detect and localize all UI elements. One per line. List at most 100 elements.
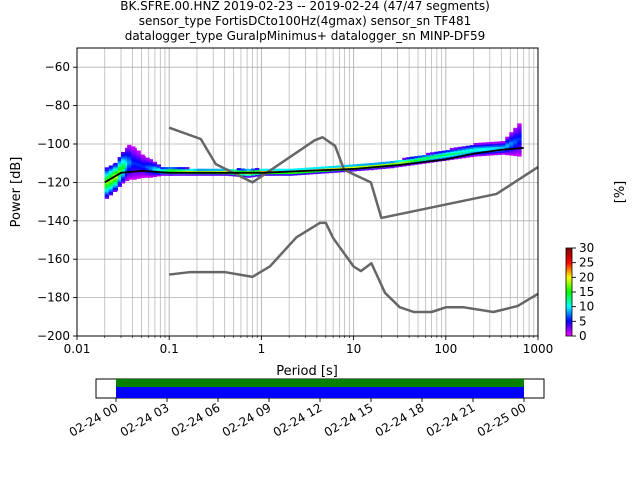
psd-histogram-cell [127, 151, 132, 154]
psd-histogram-cell [160, 168, 165, 171]
psd-histogram-cell [104, 177, 110, 180]
psd-histogram-cell [117, 179, 122, 183]
psd-histogram-cell [493, 146, 498, 149]
psd-histogram-cell [505, 143, 510, 146]
psd-histogram-cell [517, 133, 522, 136]
psd-histogram-cell [132, 162, 137, 165]
psd-histogram-cell [127, 162, 132, 165]
psd-histogram-cell [117, 165, 122, 168]
psd-histogram-cell [132, 154, 137, 157]
psd-histogram-cell [108, 180, 114, 183]
psd-histogram-cell [244, 175, 250, 178]
psd-histogram-cell [473, 146, 478, 149]
psd-histogram-cell [124, 160, 130, 164]
psd-histogram-cell [124, 165, 130, 168]
psd-histogram-cell [173, 170, 178, 173]
psd-histogram-cell [141, 160, 146, 164]
psd-histogram-cell [148, 167, 154, 170]
psd-histogram-cell [113, 171, 118, 174]
psd-histogram-cell [369, 162, 375, 166]
psd-histogram-cell [434, 151, 439, 154]
psd-histogram-cell [457, 146, 463, 150]
psd-histogram-cell [422, 156, 427, 159]
psd-histogram-cell [136, 152, 141, 155]
psd-histogram-cell [301, 167, 306, 171]
psd-histogram-cell [117, 174, 122, 178]
time-tick-label: 02-25 00 [475, 400, 529, 439]
psd-histogram-cell [117, 170, 122, 173]
psd-histogram-cell [422, 155, 427, 158]
colorbar-tick-label: 25 [579, 256, 594, 270]
psd-histogram-cell [120, 173, 126, 176]
psd-histogram-cell [120, 161, 126, 164]
psd-histogram-cell [489, 153, 494, 156]
psd-histogram-cell [236, 169, 242, 172]
y-axis-label: Power [dB] [9, 157, 24, 228]
psd-histogram-cell [169, 170, 174, 173]
psd-histogram-cell [104, 196, 110, 199]
psd-histogram-cell [148, 162, 154, 165]
psd-histogram-cell [336, 170, 342, 173]
psd-histogram-cell [469, 146, 475, 149]
psd-histogram-cell [509, 132, 514, 135]
psd-histogram-cell [457, 151, 463, 154]
psd-histogram-cell [332, 167, 338, 170]
psd-histogram-cell [461, 151, 467, 154]
psd-histogram-cell [240, 170, 246, 173]
psd-histogram-cell [517, 138, 522, 141]
psd-histogram-cell [124, 172, 130, 175]
psd-histogram-cell [132, 175, 137, 179]
psd-histogram-cell [517, 129, 522, 133]
psd-histogram-cell [426, 152, 431, 156]
psd-histogram-cell [517, 149, 522, 152]
psd-histogram-cell [120, 176, 126, 179]
psd-histogram-cell [385, 161, 391, 164]
psd-histogram-cell [104, 181, 110, 185]
psd-histogram-cell [113, 166, 118, 169]
psd-histogram-cell [453, 150, 459, 153]
psd-histogram-cell [132, 152, 137, 156]
psd-histogram-cell [453, 157, 459, 160]
psd-histogram-cell [148, 165, 154, 168]
time-tick-label: 02-24 21 [424, 400, 478, 439]
psd-histogram-cell [244, 173, 250, 176]
psd-histogram-cell [485, 145, 490, 148]
psd-histogram-cell [513, 150, 518, 153]
psd-histogram-cell [156, 167, 162, 170]
psd-histogram-cell [117, 176, 122, 179]
psd-histogram-cell [251, 175, 256, 178]
noise-model-low [169, 221, 539, 314]
x-tick-label: 1 [258, 342, 266, 356]
psd-histogram-cell [104, 193, 110, 196]
psd-histogram-cell [360, 163, 365, 166]
psd-histogram-cell [377, 163, 383, 167]
psd-histogram-cell [127, 156, 132, 159]
psd-histogram-cell [108, 183, 114, 186]
psd-histogram-cell [127, 159, 132, 162]
psd-histogram-cell [373, 162, 379, 165]
psd-histogram-cell [177, 167, 182, 170]
psd-histogram-cell [493, 144, 498, 148]
psd-histogram-cell [509, 138, 514, 141]
psd-histogram-cell [152, 168, 158, 171]
psd-histogram-cell [124, 151, 130, 154]
psd-histogram-cell [501, 152, 506, 155]
psd-histogram-cell [320, 166, 326, 169]
psd-histogram-cell [390, 162, 395, 165]
psd-histogram-cell [385, 163, 391, 166]
psd-histogram-cell [301, 172, 306, 175]
psd-histogram-cell [173, 168, 178, 171]
psd-histogram-cell [136, 171, 141, 174]
psd-histogram-cell [140, 154, 145, 157]
title-line-3: datalogger_type GuralpMinimus+ datalogge… [125, 29, 486, 43]
psd-histogram-cell [160, 167, 165, 170]
psd-histogram-cell [398, 164, 403, 168]
psd-histogram-cell [185, 167, 190, 170]
psd-histogram-cell [398, 161, 403, 164]
psd-histogram-cell [124, 177, 130, 180]
psd-histogram-cell [313, 171, 318, 175]
psd-histogram-cell [402, 161, 407, 164]
psd-histogram-cell [104, 191, 110, 194]
psd-histogram-cell [124, 164, 130, 167]
psd-histogram-cell [120, 179, 126, 182]
